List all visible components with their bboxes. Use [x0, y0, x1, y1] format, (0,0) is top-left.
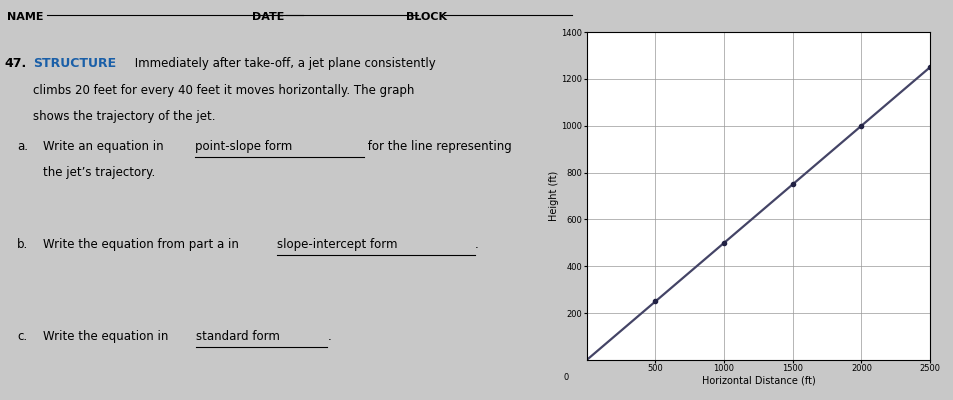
Text: b.: b.	[17, 238, 29, 251]
Text: .: .	[327, 330, 331, 343]
Text: a.: a.	[17, 140, 29, 153]
Text: Write the equation in: Write the equation in	[43, 330, 172, 343]
Text: climbs 20 feet for every 40 feet it moves horizontally. The graph: climbs 20 feet for every 40 feet it move…	[33, 84, 415, 97]
Text: Immediately after take-off, a jet plane consistently: Immediately after take-off, a jet plane …	[131, 57, 435, 70]
Text: point-slope form: point-slope form	[194, 140, 292, 153]
Text: slope-intercept form: slope-intercept form	[276, 238, 397, 251]
Text: shows the trajectory of the jet.: shows the trajectory of the jet.	[33, 110, 215, 124]
Text: for the line representing: for the line representing	[364, 140, 511, 153]
Text: c.: c.	[17, 330, 28, 343]
Text: Write an equation in: Write an equation in	[43, 140, 167, 153]
Text: NAME: NAME	[7, 12, 43, 22]
Text: Write the equation from part a in: Write the equation from part a in	[43, 238, 242, 251]
Text: 47.: 47.	[5, 57, 27, 70]
Y-axis label: Height (ft): Height (ft)	[548, 171, 558, 221]
Text: the jet’s trajectory.: the jet’s trajectory.	[43, 166, 155, 179]
Text: STRUCTURE: STRUCTURE	[33, 57, 116, 70]
Text: 0: 0	[563, 373, 568, 382]
Text: standard form: standard form	[195, 330, 279, 343]
Text: DATE: DATE	[252, 12, 284, 22]
X-axis label: Horizontal Distance (ft): Horizontal Distance (ft)	[700, 376, 815, 386]
Text: BLOCK: BLOCK	[406, 12, 447, 22]
Text: .: .	[475, 238, 478, 251]
